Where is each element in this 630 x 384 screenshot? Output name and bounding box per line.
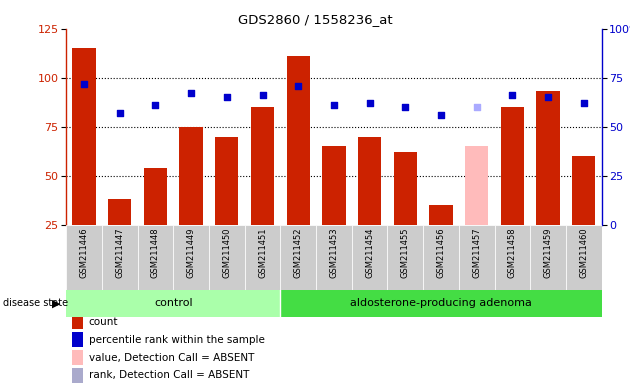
Point: [186, 90, 196, 96]
Text: GSM211447: GSM211447: [115, 227, 124, 278]
Point: [151, 102, 161, 108]
Text: GSM211451: GSM211451: [258, 227, 267, 278]
Text: GSM211449: GSM211449: [186, 227, 195, 278]
Point: [222, 94, 232, 101]
Bar: [244, 225, 280, 290]
Bar: [394, 152, 417, 225]
Text: GSM211458: GSM211458: [508, 227, 517, 278]
Text: GSM211448: GSM211448: [151, 227, 160, 278]
Bar: [387, 225, 423, 290]
Bar: [215, 137, 238, 225]
Text: control: control: [154, 298, 193, 308]
Text: GSM211460: GSM211460: [580, 227, 588, 278]
Bar: [352, 225, 387, 290]
Bar: [459, 225, 495, 290]
Text: aldosterone-producing adenoma: aldosterone-producing adenoma: [350, 298, 532, 308]
Text: GSM211459: GSM211459: [544, 227, 553, 278]
Point: [115, 110, 125, 116]
Bar: [71, 368, 83, 382]
Point: [472, 104, 482, 110]
Bar: [316, 225, 352, 290]
Bar: [358, 137, 381, 225]
Text: GSM211457: GSM211457: [472, 227, 481, 278]
Bar: [180, 127, 203, 225]
Point: [579, 100, 589, 106]
Bar: [280, 225, 316, 290]
Bar: [572, 156, 595, 225]
Bar: [323, 146, 345, 225]
Text: percentile rank within the sample: percentile rank within the sample: [89, 334, 265, 345]
Bar: [430, 205, 452, 225]
Text: rank, Detection Call = ABSENT: rank, Detection Call = ABSENT: [89, 370, 249, 380]
Bar: [66, 225, 102, 290]
Bar: [137, 225, 173, 290]
Bar: [71, 350, 83, 365]
Bar: [537, 91, 559, 225]
Bar: [173, 225, 209, 290]
Bar: [144, 168, 167, 225]
Bar: [71, 332, 83, 347]
Bar: [108, 199, 131, 225]
Bar: [501, 107, 524, 225]
Point: [507, 92, 517, 98]
Text: ▶: ▶: [52, 298, 61, 308]
Bar: [495, 225, 530, 290]
Bar: [102, 225, 137, 290]
Point: [436, 112, 446, 118]
Text: GSM211454: GSM211454: [365, 227, 374, 278]
Bar: [72, 48, 96, 225]
Text: GSM211452: GSM211452: [294, 227, 302, 278]
Point: [400, 104, 410, 110]
Point: [79, 81, 89, 87]
Text: value, Detection Call = ABSENT: value, Detection Call = ABSENT: [89, 353, 254, 363]
Bar: [66, 290, 280, 317]
Bar: [566, 225, 602, 290]
Point: [258, 92, 268, 98]
Bar: [209, 225, 244, 290]
Point: [543, 94, 553, 101]
Bar: [423, 225, 459, 290]
Text: GSM211446: GSM211446: [79, 227, 88, 278]
Text: GDS2860 / 1558236_at: GDS2860 / 1558236_at: [238, 13, 392, 26]
Text: GSM211453: GSM211453: [329, 227, 338, 278]
Bar: [530, 225, 566, 290]
Text: GSM211455: GSM211455: [401, 227, 410, 278]
Text: count: count: [89, 316, 118, 326]
Point: [365, 100, 375, 106]
Point: [329, 102, 339, 108]
Point: [293, 83, 303, 89]
Text: disease state: disease state: [3, 298, 68, 308]
Text: GSM211450: GSM211450: [222, 227, 231, 278]
Bar: [251, 107, 274, 225]
Bar: [287, 56, 310, 225]
Text: GSM211456: GSM211456: [437, 227, 445, 278]
Bar: [71, 314, 83, 329]
Bar: [465, 146, 488, 225]
